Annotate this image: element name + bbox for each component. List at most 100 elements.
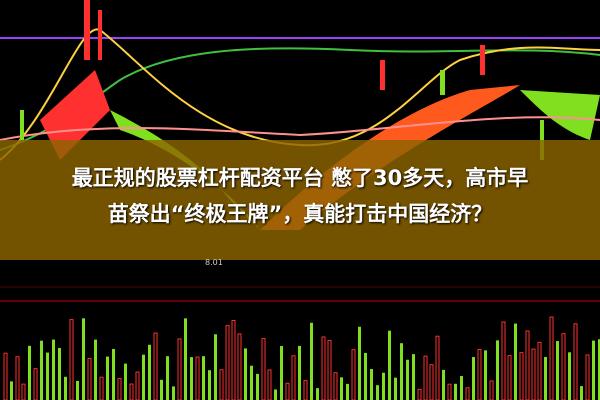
volume-bar (340, 377, 343, 400)
volume-bar (58, 347, 61, 400)
volume-bar (280, 346, 283, 400)
volume-bar (117, 377, 122, 400)
volume-bar (460, 376, 463, 400)
volume-bar (129, 383, 134, 400)
volume-bar (303, 380, 308, 400)
headline-band (0, 140, 600, 260)
volume-bar (10, 381, 13, 400)
volume-bar (525, 330, 530, 400)
volume-bar (465, 387, 470, 400)
volume-bar (489, 380, 494, 400)
volume-bar (177, 338, 182, 400)
volume-bar (190, 357, 193, 400)
volume-bar (447, 383, 452, 400)
volume-bar (382, 372, 385, 400)
candle (20, 110, 24, 140)
volume-bar (531, 348, 536, 400)
volume-bar (507, 355, 512, 400)
volume-bar (310, 322, 313, 400)
volume-bar (484, 350, 487, 400)
volume-bar (496, 340, 499, 400)
candle (480, 45, 485, 75)
volume-bar (15, 356, 20, 400)
volume-bars (3, 316, 600, 400)
volume-bar (94, 339, 97, 400)
volume-bar (435, 335, 440, 400)
headline-line-2: 苗祭出“终极王牌”，真能打击中国经济？ (107, 202, 493, 226)
volume-bar (568, 352, 571, 400)
volume-bar (561, 333, 566, 400)
volume-bar (99, 376, 104, 400)
volume-bar (225, 325, 230, 400)
volume-bar (598, 339, 600, 400)
volume-bar (394, 377, 397, 400)
volume-bar (237, 333, 242, 400)
volume-bar (298, 345, 301, 400)
volume-bar (172, 386, 175, 400)
ribbon-green-right (520, 90, 600, 140)
volume-bar (472, 357, 475, 400)
volume-bar (244, 348, 247, 400)
volume-bar (28, 345, 31, 400)
volume-bar (364, 352, 367, 400)
volume-bar (321, 336, 326, 400)
headline-line-1: 最正规的股票杠杆配资平台 憋了30多天，高市早 (71, 166, 529, 190)
volume-bar (592, 340, 595, 400)
volume-bar (76, 380, 79, 400)
volume-bar (46, 352, 49, 400)
volume-bar (406, 359, 409, 400)
volume-bar (142, 354, 145, 400)
volume-bar (153, 332, 158, 400)
volume-bar (256, 373, 259, 400)
volume-bar (166, 356, 169, 400)
volume-bar (40, 340, 43, 400)
volume-bar (82, 318, 85, 400)
volume-bar (417, 388, 422, 400)
volume-bar (477, 349, 482, 400)
volume-bar (388, 330, 391, 400)
volume-bar (358, 326, 361, 400)
volume-bar (124, 363, 127, 400)
volume-bar (376, 385, 379, 400)
volume-bar (52, 339, 55, 400)
ribbon-red-left (40, 70, 110, 160)
volume-bar (106, 356, 109, 400)
volume-bar (454, 383, 457, 400)
volume-bar (274, 389, 277, 400)
volume-bar (327, 339, 332, 400)
volume-bar (202, 356, 205, 400)
volume-bar (195, 356, 200, 400)
volume-bar (87, 358, 92, 400)
volume-bar (267, 369, 272, 400)
volume-bar (346, 383, 349, 400)
candle (98, 10, 102, 60)
volume-bar (442, 369, 445, 400)
volume-bar (214, 334, 217, 400)
candle (84, 0, 90, 60)
volume-bar (69, 319, 74, 400)
volume-bar (514, 323, 517, 400)
volume-bar (585, 354, 590, 400)
volume-bar (148, 344, 151, 400)
volume-bar (400, 343, 403, 400)
volume-bar (549, 316, 554, 400)
volume-bar (160, 379, 163, 400)
candle (440, 70, 445, 95)
volume-bar (544, 356, 547, 400)
volume-bar (429, 364, 434, 400)
volume-bar (135, 371, 140, 400)
volume-bar (184, 318, 187, 400)
volume-bar (351, 349, 356, 400)
volume-bar (556, 341, 559, 400)
volume-bar (3, 352, 8, 400)
volume-bar (370, 369, 373, 400)
candle (380, 60, 385, 90)
volume-bar (261, 338, 266, 400)
headline: 最正规的股票杠杆配资平台 憋了30多天，高市早 苗祭出“终极王牌”，真能打击中国… (0, 160, 600, 232)
volume-bar (573, 323, 578, 400)
volume-bar (112, 348, 115, 400)
volume-bar (33, 368, 38, 400)
volume-bar (333, 372, 338, 400)
volume-bar (423, 355, 428, 400)
